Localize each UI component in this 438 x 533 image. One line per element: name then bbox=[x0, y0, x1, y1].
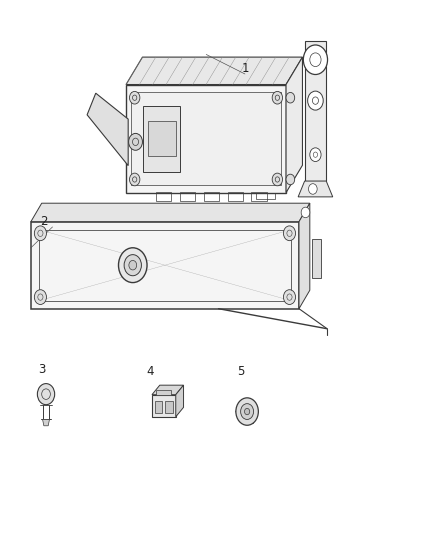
Polygon shape bbox=[286, 57, 303, 192]
Polygon shape bbox=[87, 93, 128, 166]
Bar bbox=[148, 122, 176, 156]
Bar bbox=[143, 106, 180, 172]
Bar bbox=[156, 192, 171, 200]
Circle shape bbox=[286, 174, 295, 185]
Circle shape bbox=[34, 226, 46, 241]
Text: 5: 5 bbox=[237, 366, 244, 378]
Circle shape bbox=[310, 148, 321, 161]
Text: 2: 2 bbox=[40, 215, 48, 228]
Circle shape bbox=[283, 226, 296, 241]
Bar bbox=[180, 192, 195, 200]
Circle shape bbox=[130, 91, 140, 104]
Circle shape bbox=[34, 290, 46, 304]
Bar bbox=[312, 239, 321, 278]
Bar bbox=[155, 401, 162, 413]
Circle shape bbox=[37, 384, 55, 405]
Circle shape bbox=[236, 398, 258, 425]
Circle shape bbox=[272, 91, 283, 104]
Bar bbox=[204, 192, 219, 200]
Circle shape bbox=[286, 92, 295, 103]
Circle shape bbox=[244, 408, 250, 415]
Circle shape bbox=[130, 173, 140, 186]
Text: FWD
CAM: FWD CAM bbox=[156, 133, 167, 144]
Bar bbox=[228, 192, 243, 200]
Bar bbox=[304, 41, 326, 181]
Polygon shape bbox=[152, 394, 176, 417]
Bar bbox=[256, 192, 275, 199]
Polygon shape bbox=[152, 385, 184, 394]
Bar bbox=[251, 192, 267, 200]
Circle shape bbox=[240, 403, 254, 419]
Bar bbox=[131, 92, 281, 185]
Bar bbox=[156, 391, 171, 394]
Polygon shape bbox=[298, 181, 333, 197]
Circle shape bbox=[124, 255, 141, 276]
Bar bbox=[165, 401, 173, 413]
Circle shape bbox=[129, 133, 142, 150]
Polygon shape bbox=[126, 57, 303, 85]
Circle shape bbox=[119, 248, 147, 282]
Text: 1: 1 bbox=[241, 62, 249, 75]
Bar bbox=[39, 230, 291, 301]
Circle shape bbox=[272, 173, 283, 186]
Circle shape bbox=[283, 290, 296, 304]
Polygon shape bbox=[126, 85, 286, 192]
Text: 4: 4 bbox=[146, 366, 154, 378]
Circle shape bbox=[301, 207, 310, 217]
Circle shape bbox=[307, 91, 323, 110]
Polygon shape bbox=[176, 385, 184, 417]
Polygon shape bbox=[31, 222, 299, 309]
Circle shape bbox=[129, 261, 137, 270]
Circle shape bbox=[308, 184, 317, 194]
Polygon shape bbox=[299, 203, 310, 309]
Polygon shape bbox=[31, 203, 310, 222]
Circle shape bbox=[304, 45, 328, 75]
Polygon shape bbox=[42, 419, 49, 426]
Text: 3: 3 bbox=[38, 363, 46, 376]
